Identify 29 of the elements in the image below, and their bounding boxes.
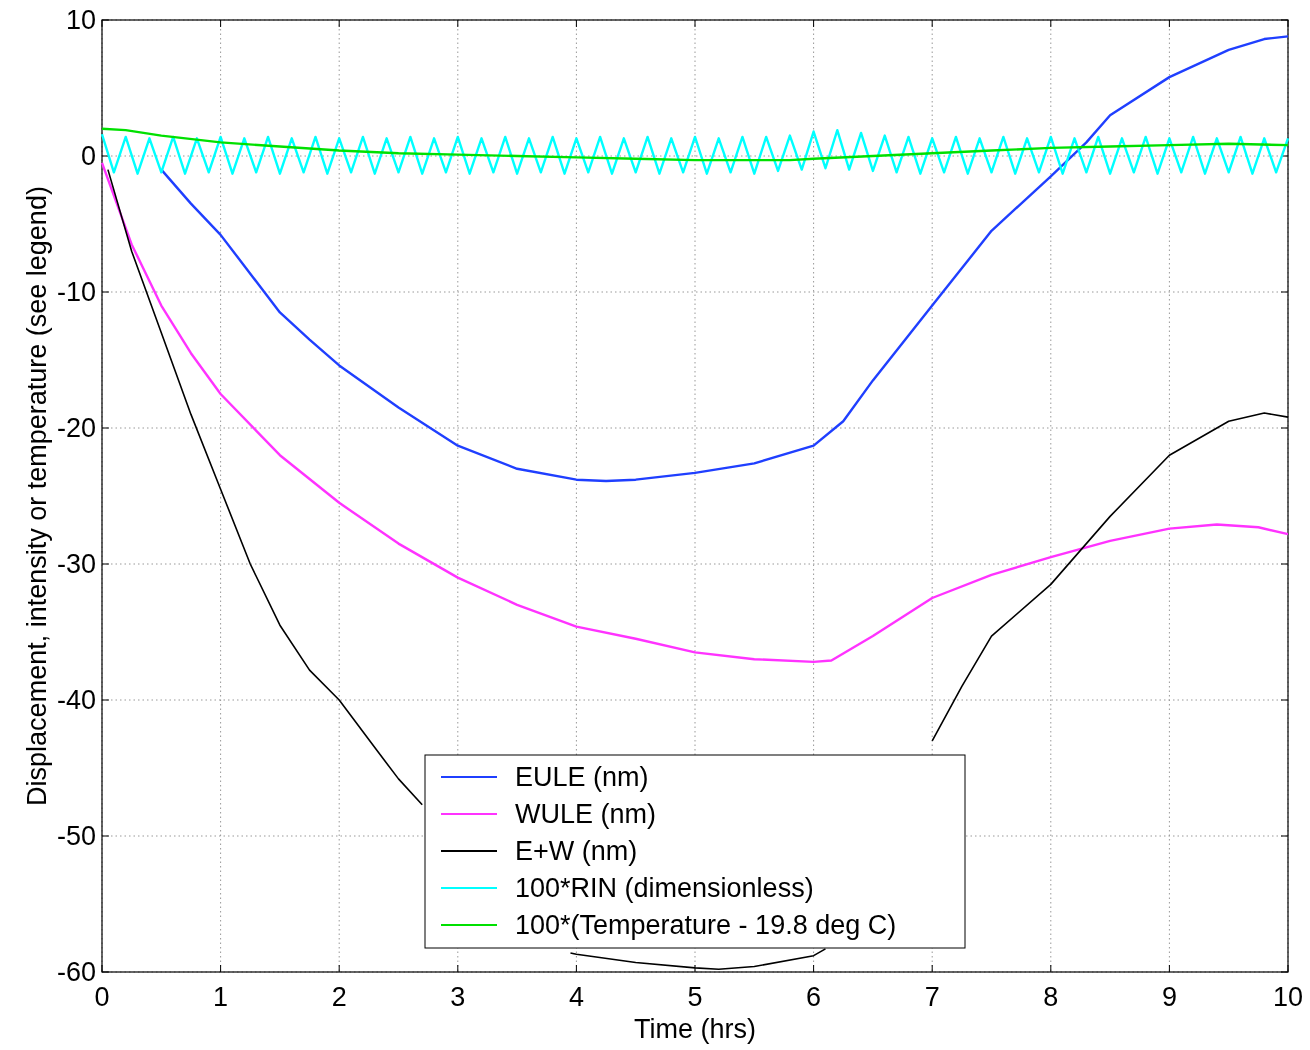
x-tick-label: 10 [1272, 982, 1304, 1012]
x-tick-label: 3 [450, 982, 466, 1012]
y-tick-label: 0 [80, 141, 96, 171]
x-tick-label: 7 [924, 982, 940, 1012]
legend-label: 100*(Temperature - 19.8 deg C) [515, 910, 897, 940]
x-tick-label: 6 [806, 982, 822, 1012]
y-axis-title: Displacement, intensity or temperature (see legend) [22, 186, 52, 806]
line-series [100, 127, 1290, 162]
x-tick-label: 9 [1161, 982, 1177, 1012]
legend-label: EULE (nm) [515, 762, 649, 792]
y-tick-label: 10 [65, 5, 96, 35]
legend-label: 100*RIN (dimensionless) [515, 873, 814, 903]
line-series [160, 35, 1290, 483]
legend-label: E+W (nm) [515, 836, 638, 866]
x-tick-label: 1 [213, 982, 229, 1012]
y-tick-label: -60 [56, 957, 96, 987]
y-tick-label: -40 [56, 685, 96, 715]
y-tick-label: -10 [56, 277, 96, 307]
legend-label: WULE (nm) [515, 799, 656, 829]
y-tick-label: -20 [56, 413, 96, 443]
x-tick-label: 2 [331, 982, 347, 1012]
x-axis-title: Time (hrs) [634, 1014, 756, 1044]
x-tick-label: 8 [1043, 982, 1059, 1012]
x-tick-label: 5 [687, 982, 703, 1012]
y-tick-label: -30 [56, 549, 96, 579]
y-tick-label: -50 [56, 821, 96, 851]
line-series [100, 128, 1290, 175]
x-tick-label: 4 [568, 982, 584, 1012]
line-series [100, 161, 1290, 664]
